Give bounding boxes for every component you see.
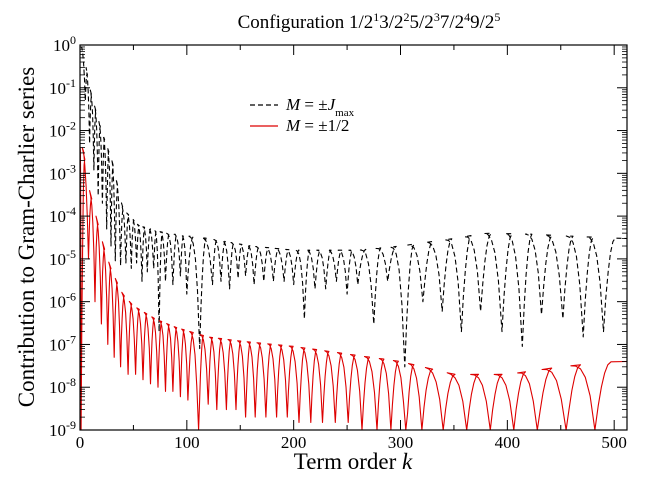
- x-tick-label: 500: [601, 433, 627, 452]
- y-tick-base: 10: [49, 122, 66, 141]
- y-tick-base: 10: [49, 421, 66, 440]
- y-tick-exponent: -8: [66, 375, 76, 389]
- y-tick-base: 10: [53, 36, 70, 55]
- x-tick-label: 0: [76, 433, 85, 452]
- y-tick-label: 10-3: [49, 161, 76, 183]
- title-term-superscript: 3: [434, 10, 440, 24]
- legend-lhs: M: [285, 116, 301, 135]
- y-tick-label: 10-8: [49, 375, 76, 397]
- y-tick-base: 10: [49, 378, 66, 397]
- y-tick-label: 10-5: [49, 247, 76, 269]
- y-tick-label: 10-1: [49, 76, 76, 98]
- y-axis-title: Contribution to Gram-Charlier series: [14, 67, 39, 408]
- title-term-superscript: 5: [494, 10, 500, 24]
- title-term-base: 1/2: [349, 12, 373, 33]
- y-tick-exponent: -9: [66, 418, 76, 432]
- y-tick-label: 100: [53, 33, 76, 55]
- x-tick-label: 400: [495, 433, 521, 452]
- chart-title: Configuration 1/213/225/237/249/25: [238, 10, 501, 33]
- y-tick-base: 10: [49, 250, 66, 269]
- title-term-superscript: 1: [373, 10, 379, 24]
- title-term-superscript: 4: [464, 10, 470, 24]
- y-tick-exponent: -4: [66, 204, 76, 218]
- title-prefix: Configuration: [238, 12, 349, 33]
- legend-lhs: M: [285, 95, 301, 114]
- y-tick-base: 10: [49, 164, 66, 183]
- ticks-layer: 0 100 200 300 400 50010010-110-210-310-410-51…: [49, 33, 627, 452]
- title-term-superscript: 2: [404, 10, 410, 24]
- series-line-m_jmax: [80, 46, 628, 368]
- series-layer: [79, 46, 628, 431]
- legend-subscript: max: [335, 107, 354, 119]
- legend-variable: J: [328, 95, 337, 114]
- title-term-base: 7/2: [440, 12, 464, 33]
- y-tick-base: 10: [49, 207, 66, 226]
- y-tick-exponent: -7: [66, 332, 76, 346]
- y-tick-exponent: -3: [66, 161, 76, 175]
- legend-relation: = ±1/2: [300, 116, 349, 135]
- title-term-base: 9/2: [470, 12, 494, 33]
- y-tick-exponent: -5: [66, 247, 76, 261]
- y-tick-label: 10-6: [49, 290, 76, 312]
- title-term-base: 5/2: [410, 12, 434, 33]
- legend-label-m_half: M = ±1/2: [285, 116, 349, 135]
- legend-relation: = ±: [300, 95, 327, 114]
- x-axis-title-text: Term order: [294, 449, 402, 474]
- y-tick-label: 10-4: [49, 204, 76, 226]
- y-tick-exponent: -6: [66, 290, 76, 304]
- legend-label-m_jmax: M = ±Jmax: [285, 95, 355, 119]
- y-tick-label: 10-2: [49, 119, 76, 141]
- y-tick-exponent: -2: [66, 119, 76, 133]
- x-tick-label: 300: [388, 433, 414, 452]
- plot-frame: [79, 44, 628, 431]
- x-axis-title-variable: k: [402, 449, 413, 474]
- y-tick-exponent: 0: [70, 33, 76, 47]
- y-tick-base: 10: [49, 293, 66, 312]
- y-tick-base: 10: [49, 79, 66, 98]
- series-line-m_half: [79, 147, 628, 431]
- y-tick-base: 10: [49, 335, 66, 354]
- title-term-base: 3/2: [379, 12, 403, 33]
- y-tick-exponent: -1: [66, 76, 76, 90]
- x-axis-title: Term order k: [294, 449, 413, 474]
- x-tick-label: 100: [174, 433, 200, 452]
- y-tick-label: 10-7: [49, 332, 76, 354]
- y-tick-label: 10-9: [49, 418, 76, 440]
- x-tick-label: 200: [281, 433, 307, 452]
